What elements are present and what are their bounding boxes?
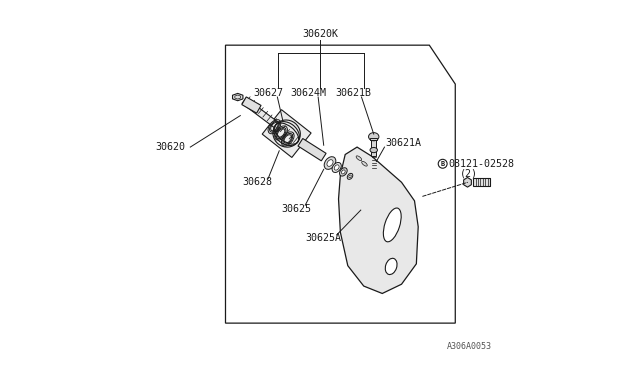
- Polygon shape: [339, 147, 418, 294]
- Ellipse shape: [383, 208, 401, 242]
- Polygon shape: [463, 177, 471, 187]
- Ellipse shape: [385, 258, 397, 275]
- Text: 30627: 30627: [253, 88, 283, 98]
- Ellipse shape: [327, 160, 333, 166]
- Ellipse shape: [334, 165, 339, 170]
- Text: (2): (2): [460, 168, 478, 178]
- Polygon shape: [298, 138, 326, 161]
- Text: 30628: 30628: [242, 177, 272, 186]
- Ellipse shape: [362, 161, 367, 166]
- Text: 30625: 30625: [282, 204, 312, 214]
- Ellipse shape: [349, 175, 351, 178]
- Ellipse shape: [339, 168, 347, 176]
- Text: 30624M: 30624M: [290, 88, 326, 98]
- Ellipse shape: [324, 157, 336, 169]
- Polygon shape: [473, 178, 490, 186]
- Text: 30621B: 30621B: [335, 88, 371, 98]
- Text: 30621A: 30621A: [385, 138, 421, 148]
- Ellipse shape: [370, 147, 378, 153]
- Text: A306A0053: A306A0053: [447, 342, 492, 351]
- Polygon shape: [371, 140, 376, 156]
- Text: 30620: 30620: [155, 142, 185, 152]
- Text: 30620K: 30620K: [302, 29, 338, 39]
- Ellipse shape: [342, 170, 345, 174]
- Polygon shape: [242, 97, 261, 113]
- Text: 08121-02528: 08121-02528: [449, 159, 515, 169]
- Polygon shape: [242, 98, 298, 142]
- Ellipse shape: [348, 173, 353, 179]
- Ellipse shape: [369, 133, 379, 141]
- Text: B: B: [440, 161, 445, 167]
- Ellipse shape: [273, 120, 300, 147]
- Ellipse shape: [332, 163, 341, 173]
- Polygon shape: [262, 110, 311, 157]
- Ellipse shape: [356, 156, 362, 161]
- Polygon shape: [370, 138, 378, 140]
- Text: 30625A: 30625A: [305, 233, 341, 243]
- Polygon shape: [232, 93, 243, 101]
